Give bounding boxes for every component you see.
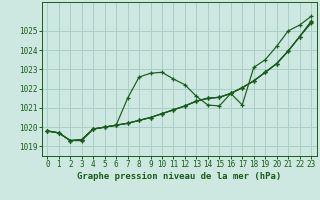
X-axis label: Graphe pression niveau de la mer (hPa): Graphe pression niveau de la mer (hPa) bbox=[77, 172, 281, 181]
